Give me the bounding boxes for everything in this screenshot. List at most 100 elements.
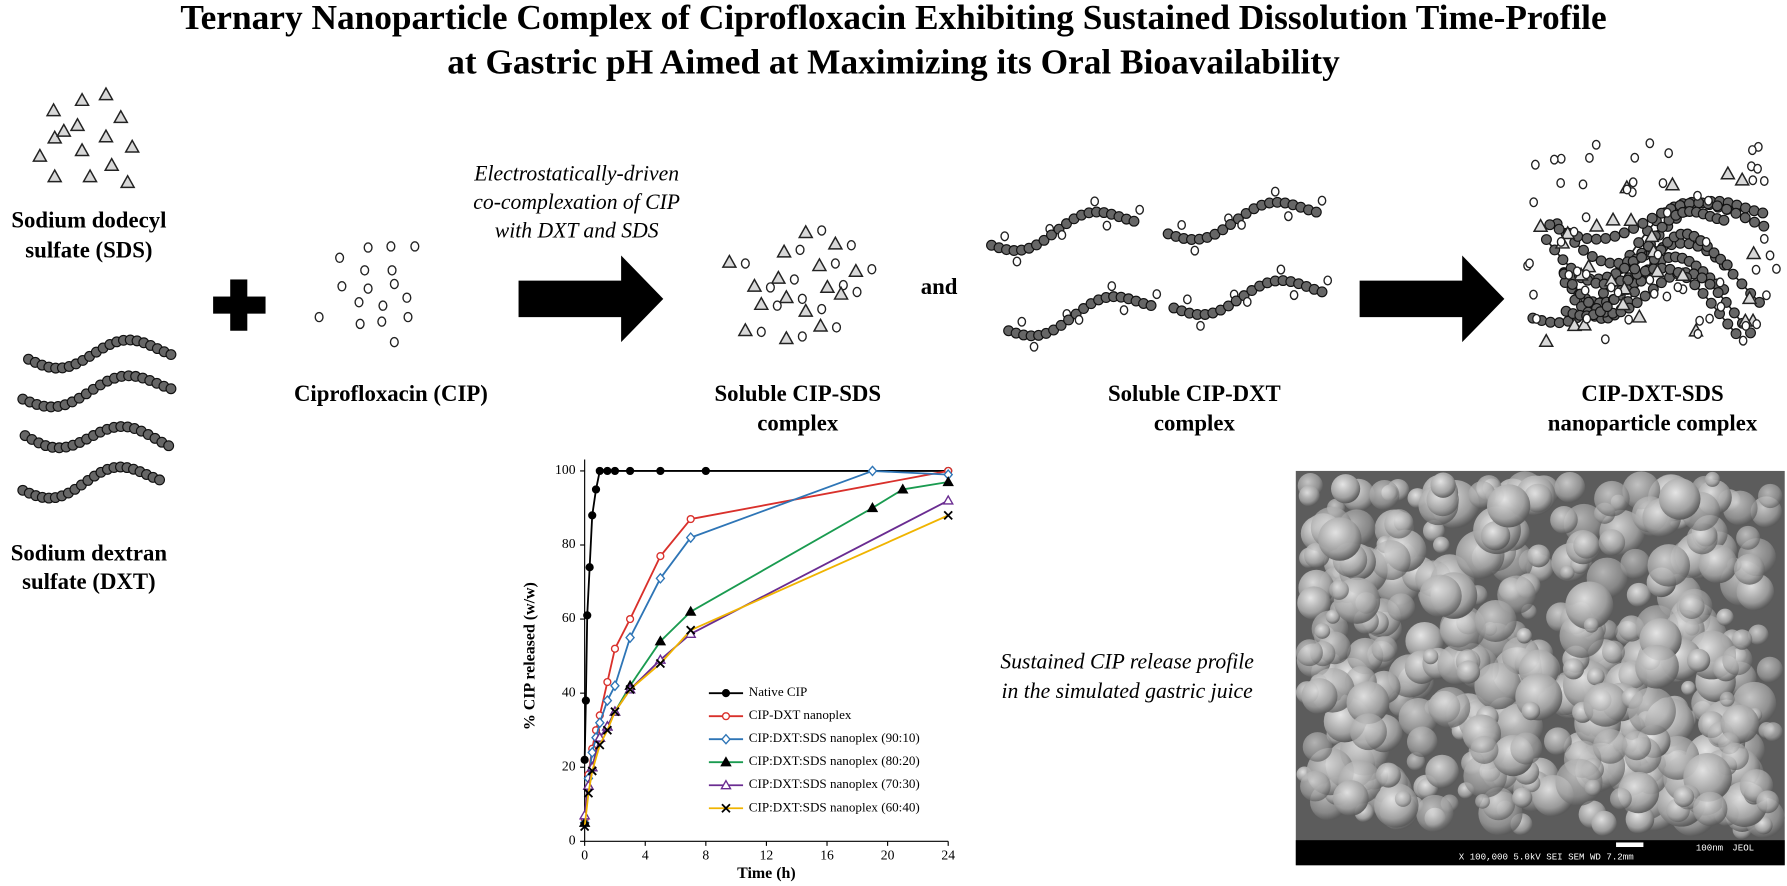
legend-label: CIP:DXT:SDS nanoplex (80:20) (749, 753, 920, 768)
ring (1580, 285, 1590, 296)
bead (1222, 300, 1234, 312)
sem-particle (1554, 472, 1586, 503)
sem-particle (1346, 681, 1390, 725)
ring (1177, 220, 1187, 231)
ring (867, 263, 877, 275)
ring (1645, 138, 1655, 149)
bead (1046, 229, 1057, 241)
ring (1606, 282, 1616, 293)
bead (1758, 220, 1770, 232)
ring (795, 244, 805, 256)
marker (610, 707, 620, 717)
ring (1716, 301, 1726, 312)
ring (797, 331, 807, 342)
triangle (119, 174, 136, 189)
ring (852, 286, 862, 298)
sem-particle (1512, 787, 1533, 808)
ring (1000, 231, 1010, 242)
triangle (746, 277, 763, 292)
sem-particle (1693, 791, 1728, 827)
triangle (833, 285, 849, 300)
bead (1566, 278, 1578, 290)
y-tick-label: 80 (562, 536, 576, 551)
sem-particle (1387, 593, 1416, 622)
label: Soluble CIP-SDS (715, 381, 881, 406)
ring (389, 278, 399, 290)
sem-info: X 100,000 5.0kV SEI SEM WD 7.2mm (1459, 852, 1634, 863)
process-caption: with DXT and SDS (495, 219, 659, 243)
ring (1765, 250, 1775, 261)
legend-label: CIP:DXT:SDS nanoplex (90:10) (749, 730, 920, 745)
title-line: Ternary Nanoparticle Complex of Ciproflo… (180, 0, 1606, 37)
triangle (1649, 263, 1666, 278)
sem-particle (1422, 648, 1439, 665)
ring (1529, 289, 1538, 300)
bead (1633, 237, 1645, 249)
bead (1038, 234, 1050, 246)
triangle (1664, 176, 1681, 191)
ring (1701, 237, 1711, 248)
ring (1012, 256, 1022, 267)
ring (765, 282, 775, 293)
sem-particle (1573, 532, 1600, 559)
triangle (69, 117, 86, 132)
x-tick-label: 16 (820, 847, 834, 862)
ring (1182, 294, 1192, 305)
bead (1609, 230, 1621, 242)
sem-particle (1658, 478, 1701, 520)
sem-particle (1480, 521, 1511, 551)
ring (1649, 288, 1659, 299)
ring (1582, 313, 1592, 324)
label: sulfate (SDS) (25, 237, 152, 262)
bead (1718, 214, 1730, 226)
triangle (797, 224, 814, 239)
arrow (518, 255, 664, 343)
triangle (778, 330, 795, 345)
marker (655, 572, 666, 584)
marker (595, 740, 605, 750)
bead (1553, 223, 1565, 235)
sem-particle (1626, 582, 1651, 607)
ring (402, 292, 412, 303)
sem-particle (1565, 581, 1614, 630)
ring (1578, 179, 1588, 190)
y-tick-label: 20 (562, 758, 576, 773)
ring (1556, 153, 1566, 164)
sem-particle (1369, 479, 1400, 510)
label: Sodium dextran (11, 540, 168, 565)
sem-particle (1586, 667, 1605, 686)
bead (1757, 207, 1769, 219)
sem-particle (1300, 770, 1331, 802)
sem-particle (1384, 509, 1414, 539)
marker (942, 476, 954, 487)
ring (360, 265, 370, 276)
ring (337, 281, 347, 292)
ring (1057, 230, 1067, 241)
sem-particle (1419, 574, 1462, 618)
marker (602, 725, 613, 735)
y-tick-label: 0 (569, 832, 576, 847)
sem-particle (1591, 810, 1617, 837)
label: nanoparticle complex (1548, 411, 1758, 436)
ring (1102, 220, 1112, 231)
triangle (1623, 212, 1639, 226)
triangle (113, 109, 129, 124)
sem-particle (1371, 635, 1398, 662)
sem-particle (1475, 793, 1490, 809)
triangle (1644, 228, 1660, 243)
sem-particle (1621, 731, 1652, 761)
ring (314, 311, 324, 323)
marker (701, 466, 710, 476)
marker (587, 746, 598, 759)
bead (1689, 279, 1701, 291)
bead (1656, 221, 1668, 233)
sem-particle (1609, 787, 1632, 810)
sem-particle (1510, 732, 1543, 765)
ring (1581, 269, 1591, 280)
sem-particle (1516, 628, 1532, 644)
sem-particle (1594, 480, 1630, 517)
marker (603, 466, 612, 476)
triangle (1532, 218, 1549, 232)
legend-marker (721, 689, 731, 698)
